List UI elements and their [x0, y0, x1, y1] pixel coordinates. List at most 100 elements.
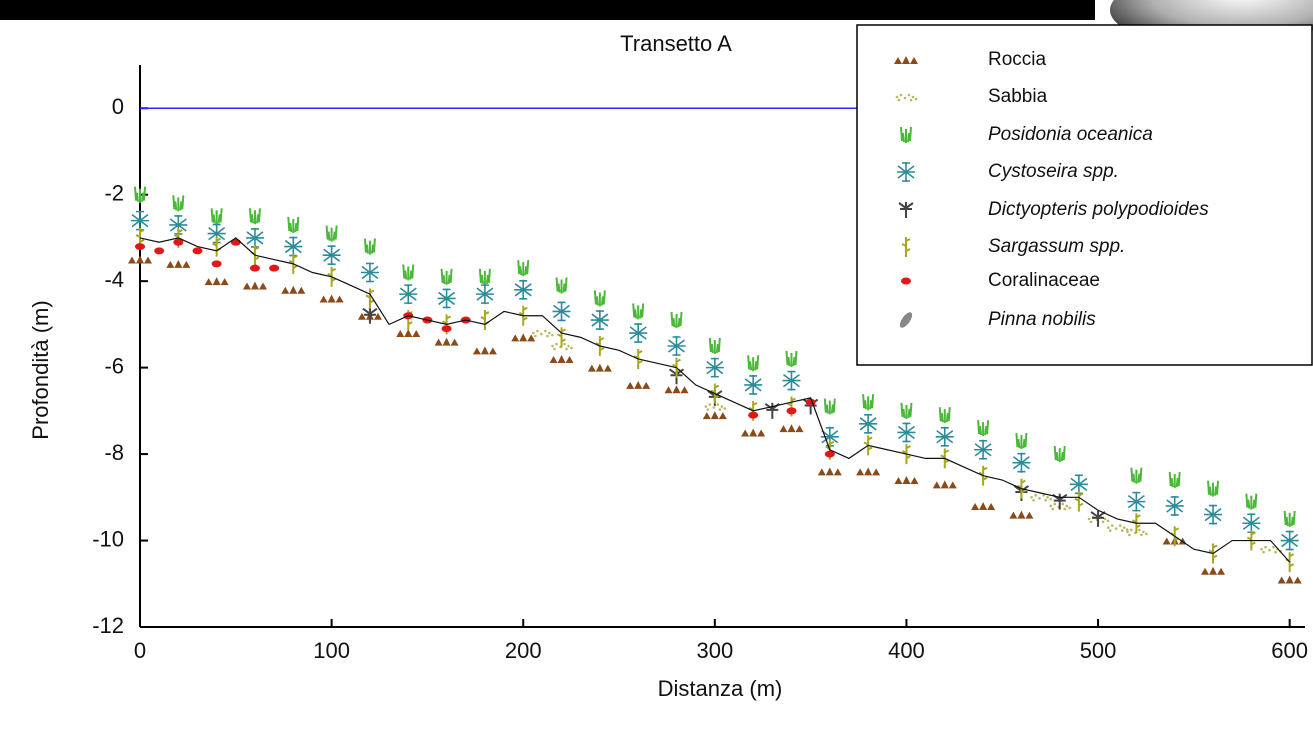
glyph-part: [363, 238, 376, 255]
marker-tree: [1242, 513, 1261, 534]
glyph-part: [1201, 566, 1226, 575]
marker-seagrass: [325, 225, 338, 242]
glyph-part: [1074, 491, 1084, 512]
marker-tree: [820, 426, 839, 447]
marker-tree: [1204, 504, 1223, 525]
glyph-part: [1065, 504, 1069, 508]
glyph-part: [131, 210, 149, 231]
marker-dot: [173, 238, 184, 246]
marker-seagrass: [248, 208, 261, 225]
legend-label: Roccia: [988, 49, 1047, 70]
y-tick-label: -10: [92, 526, 124, 551]
marker-rock: [664, 385, 689, 394]
marker-sand: [532, 329, 554, 338]
marker-fork: [898, 202, 914, 218]
glyph-part: [281, 285, 306, 294]
legend-label: Pinna nobilis: [988, 309, 1096, 330]
glyph-part: [517, 260, 530, 277]
marker-tree: [897, 422, 916, 443]
glyph-part: [287, 216, 300, 233]
glyph-part: [1044, 499, 1047, 502]
marker-dot: [135, 243, 145, 251]
glyph-part: [899, 93, 903, 97]
glyph-part: [911, 95, 915, 99]
marker-dot: [211, 260, 222, 268]
glyph-part: [154, 247, 165, 255]
marker-rock: [281, 285, 306, 294]
glyph-part: [1087, 517, 1091, 521]
glyph-part: [1051, 507, 1055, 511]
glyph-part: [897, 98, 901, 102]
glyph-part: [974, 439, 993, 460]
glyph-part: [365, 288, 375, 309]
glyph-part: [1120, 529, 1124, 532]
marker-tree: [360, 262, 379, 283]
marker-tree: [935, 426, 954, 447]
glyph-part: [1125, 528, 1129, 531]
glyph-part: [900, 402, 913, 419]
marker-tree: [897, 162, 915, 182]
marker-tree: [1165, 495, 1184, 516]
glyph-part: [402, 264, 415, 281]
glyph-part: [1053, 502, 1057, 506]
glyph-part: [1280, 530, 1299, 551]
glyph-part: [478, 268, 491, 285]
glyph-part: [548, 331, 551, 335]
marker-tree: [667, 336, 686, 356]
glyph-part: [1138, 528, 1141, 532]
glyph-part: [360, 262, 379, 283]
glyph-part: [897, 162, 915, 182]
glyph-part: [744, 374, 763, 395]
glyph-part: [629, 323, 648, 344]
x-tick-label: 400: [888, 638, 925, 663]
glyph-part: [817, 467, 842, 476]
glyph-part: [549, 354, 574, 363]
marker-shell: [899, 312, 913, 328]
marker-dot: [805, 398, 816, 406]
marker-tree: [590, 310, 609, 331]
glyph-part: [1127, 491, 1146, 512]
glyph-part: [1130, 467, 1143, 484]
glyph-part: [587, 363, 612, 372]
x-tick-label: 200: [505, 638, 542, 663]
marker-tree: [514, 279, 533, 300]
marker-tree: [1012, 452, 1031, 473]
marker-seagrass: [938, 407, 951, 424]
glyph-part: [1106, 519, 1110, 523]
marker-seagrass: [862, 394, 875, 411]
glyph-part: [894, 56, 918, 64]
marker-rock: [971, 501, 996, 510]
marker-stalk: [365, 288, 375, 309]
glyph-part: [396, 329, 421, 338]
glyph-part: [475, 284, 494, 305]
glyph-part: [1262, 550, 1265, 554]
marker-seagrass: [785, 350, 798, 367]
legend-label: Cystoseira spp.: [988, 161, 1119, 182]
glyph-part: [1274, 550, 1277, 554]
glyph-part: [894, 476, 919, 485]
glyph-part: [440, 268, 453, 285]
glyph-part: [823, 398, 836, 415]
glyph-part: [971, 501, 996, 510]
marker-sand: [551, 342, 573, 351]
glyph-part: [1069, 474, 1088, 495]
marker-seagrass: [172, 195, 185, 212]
glyph-part: [1277, 575, 1302, 584]
legend-label: Coralinaceae: [988, 270, 1100, 291]
glyph-part: [1038, 497, 1041, 500]
glyph-part: [716, 403, 720, 406]
legend-box: [856, 24, 1313, 366]
glyph-part: [664, 385, 689, 394]
marker-tree: [1280, 530, 1299, 551]
marker-seagrass: [1283, 510, 1296, 527]
marker-seagrass: [363, 238, 376, 255]
marker-tree: [552, 301, 571, 322]
glyph-part: [1090, 510, 1106, 527]
glyph-part: [437, 288, 456, 309]
glyph-part: [1103, 517, 1107, 521]
glyph-part: [1145, 532, 1148, 536]
glyph-part: [1108, 529, 1112, 532]
glyph-part: [748, 411, 759, 419]
glyph-part: [1061, 502, 1065, 506]
